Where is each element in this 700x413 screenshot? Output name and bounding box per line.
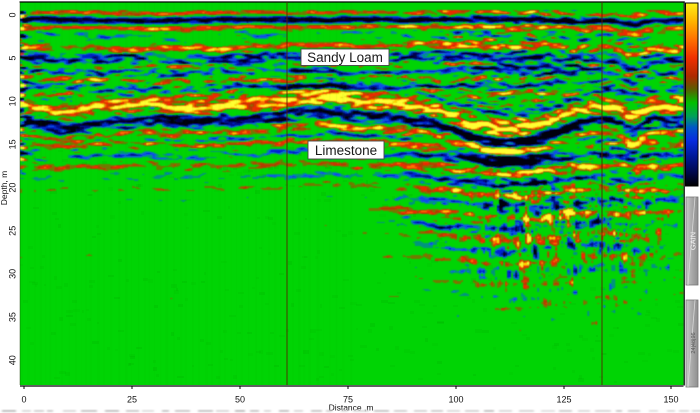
svg-text:125: 125 — [556, 395, 571, 405]
svg-text:GAIN: GAIN — [689, 232, 698, 250]
svg-text:150: 150 — [663, 395, 678, 405]
svg-text:5: 5 — [7, 56, 17, 61]
svg-text:20: 20 — [7, 183, 17, 193]
svg-text:0: 0 — [7, 12, 17, 17]
svg-text:35: 35 — [7, 312, 17, 322]
svg-text:Distance ,m: Distance ,m — [329, 403, 374, 413]
svg-text:Depth, m: Depth, m — [0, 171, 9, 206]
svg-text:100: 100 — [448, 395, 463, 405]
svg-text:15: 15 — [7, 139, 17, 149]
svg-text:0: 0 — [21, 395, 26, 405]
svg-text:25: 25 — [7, 226, 17, 236]
svg-text:Sandy Loam: Sandy Loam — [307, 50, 383, 65]
svg-text:25: 25 — [127, 395, 137, 405]
svg-text:24|48|96: 24|48|96 — [691, 332, 697, 353]
svg-text:40: 40 — [7, 355, 17, 365]
svg-text:75: 75 — [343, 395, 353, 405]
svg-text:50: 50 — [235, 395, 245, 405]
svg-text:10: 10 — [7, 96, 17, 106]
svg-text:30: 30 — [7, 269, 17, 279]
svg-text:Limestone: Limestone — [315, 143, 377, 158]
